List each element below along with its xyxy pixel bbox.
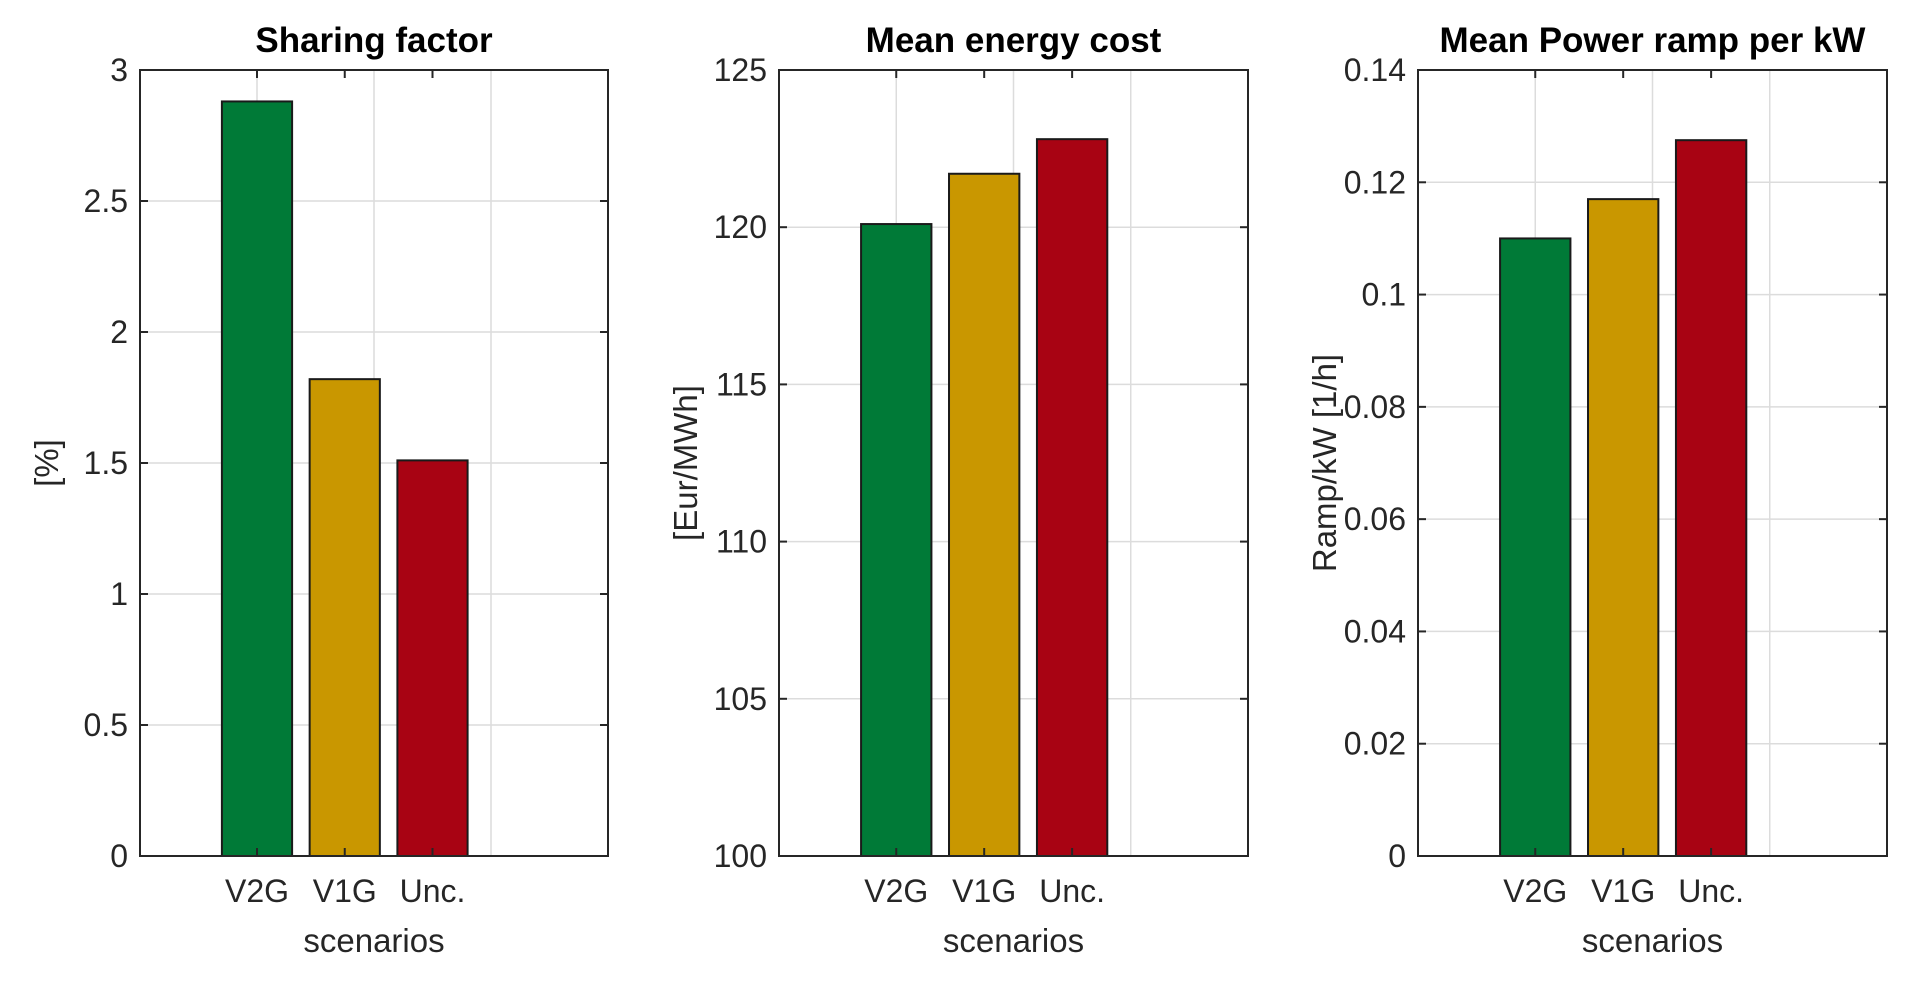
y-tick-label: 125 [714,52,767,88]
x-tick-label: Unc. [400,873,466,909]
y-tick-label: 100 [714,838,767,874]
x-tick-label: Unc. [1678,873,1744,909]
x-tick-label: V2G [864,873,928,909]
y-tick-label: 3 [110,52,128,88]
x-axis-label: scenarios [943,922,1084,959]
chart-title: Mean Power ramp per kW [1440,21,1866,60]
y-axis-label: Ramp/kW [1/h] [1306,354,1343,572]
x-tick-label: Unc. [1039,873,1105,909]
y-tick-label: 1 [110,576,128,612]
panel-1: 0 0.5 1 1.5 2 2.5 3 V2G V1G Unc. Sharing factor sce… [28,21,609,959]
bar-v2g [860,223,933,857]
panel-3: 0 0.02 0.04 0.06 0.08 0.1 0.12 0.14 V2G V1G Unc. Me… [1306,21,1888,959]
x-tick-label: V2G [1503,873,1567,909]
y-tick-label: 115 [716,366,767,402]
y-tick-label: 0.04 [1344,613,1406,649]
x-tick-label: V1G [313,873,377,909]
bar-v1g [308,378,381,857]
y-axis-label: [Eur/MWh] [667,385,704,541]
y-tick-label: 120 [714,209,767,245]
y-tick-label: 0.1 [1362,277,1406,313]
y-tick-label: 0 [1388,838,1406,874]
chart-title: Mean energy cost [866,21,1162,60]
bar-unc [1674,139,1748,857]
x-axis-label: scenarios [303,922,444,959]
axes-frame [778,69,1249,857]
bar-v2g [220,100,294,857]
y-tick-label: 0.14 [1344,52,1406,88]
y-tick-label: 0 [110,838,128,874]
y-tick-label: 0.02 [1344,726,1406,762]
y-tick-label: 0.12 [1344,164,1406,200]
bar-unc [1035,138,1109,857]
y-tick-label: 0.5 [84,707,128,743]
y-tick-label: 105 [714,681,767,717]
panel-2: 100 105 110 115 120 125 V2G V1G Unc. Mean energy … [667,21,1249,959]
x-tick-label: V1G [952,873,1016,909]
y-tick-label: 2 [110,314,128,350]
y-tick-label: 0.06 [1344,501,1406,537]
y-tick-label: 1.5 [84,445,128,481]
y-tick-label: 2.5 [84,183,128,219]
y-tick-label: 0.08 [1344,389,1406,425]
axes-frame [1417,69,1888,857]
bar-v1g [948,172,1021,857]
bar-unc [396,459,469,857]
bar-v1g [1587,198,1660,857]
bar-v2g [1499,237,1572,857]
chart-title: Sharing factor [255,21,493,60]
x-axis-label: scenarios [1582,922,1723,959]
x-tick-label: V1G [1591,873,1655,909]
y-axis-label: [%] [28,439,65,487]
y-tick-label: 110 [716,524,767,560]
x-tick-label: V2G [225,873,289,909]
